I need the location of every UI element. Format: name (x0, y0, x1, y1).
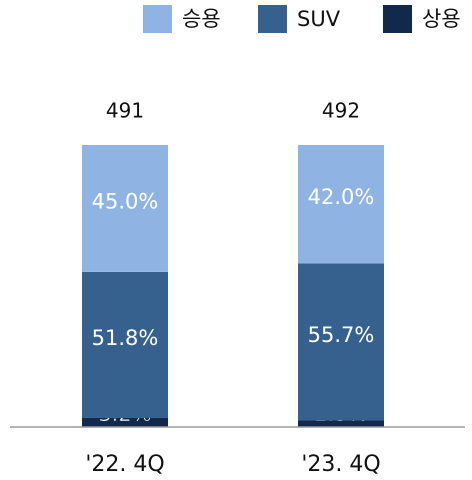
bar-segment (298, 263, 384, 421)
bar-segment (298, 420, 384, 427)
bar-segment (298, 145, 384, 264)
x-tick-label: '23. 4Q (301, 452, 380, 477)
value-label: 45.0% (92, 189, 159, 213)
bar-segment (82, 145, 168, 272)
legend-swatch (143, 5, 172, 33)
x-tick-label: '22. 4Q (85, 452, 164, 477)
legend-swatch (383, 5, 412, 33)
value-label: 55.7% (308, 323, 375, 347)
value-label: 51.8% (92, 326, 159, 350)
total-label: 491 (106, 99, 144, 123)
bar-segment (82, 271, 168, 418)
bar-segment (82, 417, 168, 427)
total-label: 492 (322, 99, 360, 123)
legend-label: 승용 (182, 7, 221, 31)
value-label: 42.0% (308, 185, 375, 209)
legend-label: SUV (297, 7, 341, 31)
legend-swatch (258, 5, 287, 33)
legend-label: 상용 (422, 7, 461, 31)
